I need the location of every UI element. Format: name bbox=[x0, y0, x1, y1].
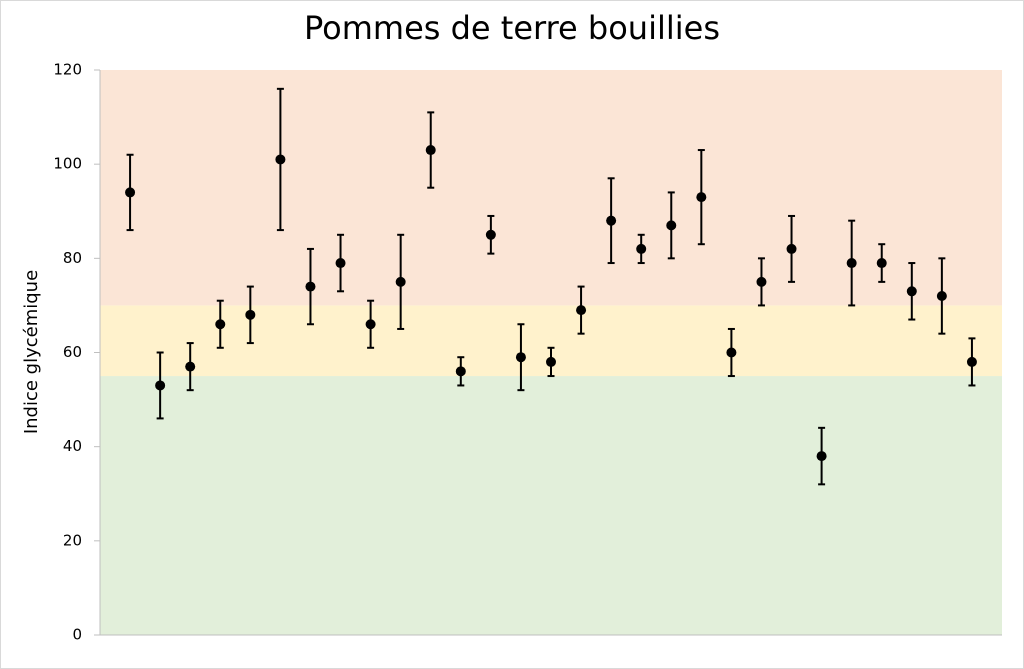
y-axis-label: Indice glycémique bbox=[21, 270, 42, 434]
data-point bbox=[515, 352, 526, 363]
data-point bbox=[215, 319, 226, 330]
data-point bbox=[936, 291, 947, 301]
data-point bbox=[846, 258, 857, 269]
data-point bbox=[666, 220, 677, 231]
data-point bbox=[726, 347, 737, 358]
data-point bbox=[305, 281, 316, 292]
data-point bbox=[756, 276, 767, 287]
data-point bbox=[816, 451, 827, 462]
data-point bbox=[876, 258, 887, 269]
data-point bbox=[606, 215, 617, 226]
data-point bbox=[966, 356, 977, 367]
y-tick-label: 100 bbox=[53, 155, 82, 173]
data-point bbox=[485, 229, 496, 240]
range-band bbox=[100, 70, 1002, 306]
y-tick-label: 40 bbox=[63, 437, 82, 455]
data-point bbox=[125, 187, 136, 198]
data-point bbox=[786, 243, 797, 254]
data-point bbox=[185, 361, 196, 372]
chart-title: Pommes de terre bouillies bbox=[304, 9, 720, 47]
data-point bbox=[395, 276, 406, 287]
data-point bbox=[906, 286, 917, 297]
data-point bbox=[425, 145, 436, 156]
range-band bbox=[100, 376, 1002, 635]
data-point bbox=[365, 319, 376, 330]
data-point bbox=[335, 258, 346, 269]
y-tick-label: 20 bbox=[63, 531, 82, 549]
data-point bbox=[696, 192, 707, 203]
data-point bbox=[636, 243, 647, 254]
data-point bbox=[275, 154, 286, 165]
data-point bbox=[546, 356, 556, 367]
y-tick-label: 0 bbox=[72, 626, 82, 644]
data-point bbox=[455, 366, 466, 377]
y-tick-label: 120 bbox=[53, 61, 82, 79]
data-point bbox=[576, 305, 587, 316]
y-tick-label: 80 bbox=[63, 249, 82, 267]
y-tick-label: 60 bbox=[63, 343, 82, 361]
data-point bbox=[245, 309, 256, 320]
data-point bbox=[155, 380, 166, 391]
